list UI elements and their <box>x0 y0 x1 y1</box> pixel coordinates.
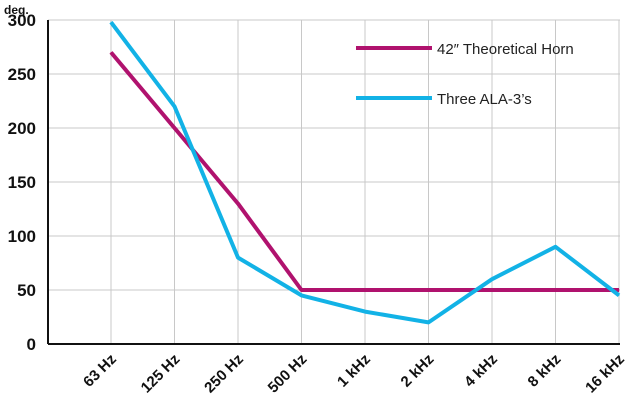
x-tick-label: 8 kHz <box>525 351 565 391</box>
y-tick-label: 250 <box>8 65 36 84</box>
data-point <box>110 21 112 23</box>
x-tick-label: 2 kHz <box>398 351 438 391</box>
data-point <box>618 294 620 296</box>
data-point <box>428 321 429 323</box>
data-point <box>491 289 493 291</box>
legend-label: Three ALA-3’s <box>437 91 532 108</box>
data-point <box>618 289 620 291</box>
y-tick-labels: 0 50 100 150 200 250 300 <box>8 11 36 354</box>
y-tick-label: 50 <box>17 281 36 300</box>
data-point <box>301 294 302 296</box>
legend: 42″ Theoretical Horn Three ALA-3’s <box>356 41 574 108</box>
data-point <box>428 289 429 291</box>
y-tick-label: 200 <box>8 119 36 138</box>
data-point <box>110 51 112 53</box>
x-tick-label: 16 kHz <box>582 351 628 397</box>
legend-label: 42″ Theoretical Horn <box>437 41 574 58</box>
data-point <box>555 289 556 291</box>
x-tick-label: 63 Hz <box>80 351 120 391</box>
x-tick-label: 125 Hz <box>138 351 184 397</box>
x-tick-label: 500 Hz <box>265 351 311 397</box>
x-tick-labels: 63 Hz 125 Hz 250 Hz 500 Hz 1 kHz 2 kHz 4 kHz 8 … <box>80 351 628 397</box>
y-tick-label: 0 <box>27 335 36 354</box>
data-point <box>174 127 175 129</box>
data-point <box>364 311 366 313</box>
axes <box>47 20 620 345</box>
y-tick-label: 100 <box>8 227 36 246</box>
x-tick-label: 250 Hz <box>201 351 247 397</box>
y-tick-label: 300 <box>8 11 36 30</box>
y-axis-label: deg. <box>4 3 29 17</box>
grid <box>48 19 620 344</box>
data-point <box>301 289 302 291</box>
x-tick-label: 1 kHz <box>334 351 374 391</box>
data-point <box>174 105 175 107</box>
series-lines <box>109 20 621 325</box>
x-tick-label: 4 kHz <box>461 351 501 391</box>
y-tick-label: 150 <box>8 173 36 192</box>
data-point <box>491 278 493 280</box>
data-point <box>237 257 239 259</box>
data-point <box>237 203 239 205</box>
data-point <box>555 246 556 248</box>
data-point <box>364 289 366 291</box>
